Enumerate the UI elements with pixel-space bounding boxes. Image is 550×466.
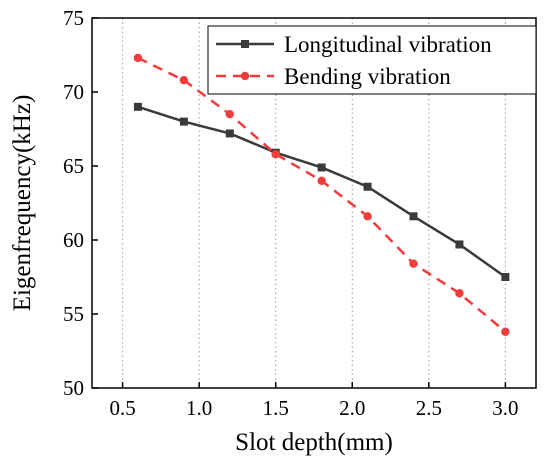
- x-tick-label: 3.0: [492, 396, 518, 420]
- data-point: [179, 117, 188, 126]
- y-tick-label: 65: [63, 154, 84, 178]
- legend-label: Bending vibration: [284, 64, 451, 89]
- data-point: [363, 212, 372, 221]
- y-axis-title: Eigenfrequency(kHz): [9, 95, 36, 312]
- data-point: [363, 182, 372, 191]
- data-point: [455, 240, 464, 249]
- legend-item-1: Bending vibration: [216, 64, 451, 89]
- data-point: [317, 163, 326, 172]
- legend-marker: [241, 40, 249, 48]
- plot-frame: [91, 17, 537, 389]
- data-point: [409, 212, 418, 221]
- series-0: [133, 102, 510, 281]
- series-1: [133, 53, 510, 336]
- data-point: [179, 75, 189, 85]
- x-axis-title: Slot depth(mm): [235, 429, 393, 456]
- series-layer: [133, 53, 510, 336]
- legend-item-0: Longitudinal vibration: [216, 32, 492, 57]
- x-tick-label: 1.0: [186, 396, 212, 420]
- data-point: [225, 129, 234, 138]
- y-tick-label: 55: [63, 302, 84, 326]
- series-line-1: [137, 56, 507, 333]
- data-point: [271, 149, 280, 159]
- legend-box: [207, 25, 537, 95]
- data-point: [317, 176, 326, 185]
- x-tick-label: 2.0: [339, 396, 365, 420]
- data-point: [501, 327, 510, 336]
- y-tick-label: 50: [63, 376, 84, 400]
- x-tick-label: 0.5: [109, 396, 135, 420]
- data-point: [409, 259, 418, 268]
- data-point: [501, 273, 510, 281]
- x-tick-label: 2.5: [416, 396, 442, 420]
- series-line-0: [137, 105, 507, 279]
- data-point: [133, 102, 142, 111]
- x-tick-label: 1.5: [263, 396, 289, 420]
- axis-ticks: 0.5 1.0 1.5 2.0 2.5 3.0 50 55 60 65 70 75: [63, 6, 519, 420]
- legend: Longitudinal vibration Bending vibration: [207, 25, 537, 95]
- data-point: [133, 53, 143, 63]
- legend-label: Longitudinal vibration: [284, 32, 492, 57]
- legend-marker: [240, 71, 250, 81]
- y-tick-label: 70: [63, 80, 84, 104]
- y-tick-label: 75: [63, 6, 84, 30]
- data-point: [455, 289, 464, 298]
- data-point: [225, 110, 234, 119]
- y-tick-label: 60: [63, 228, 84, 252]
